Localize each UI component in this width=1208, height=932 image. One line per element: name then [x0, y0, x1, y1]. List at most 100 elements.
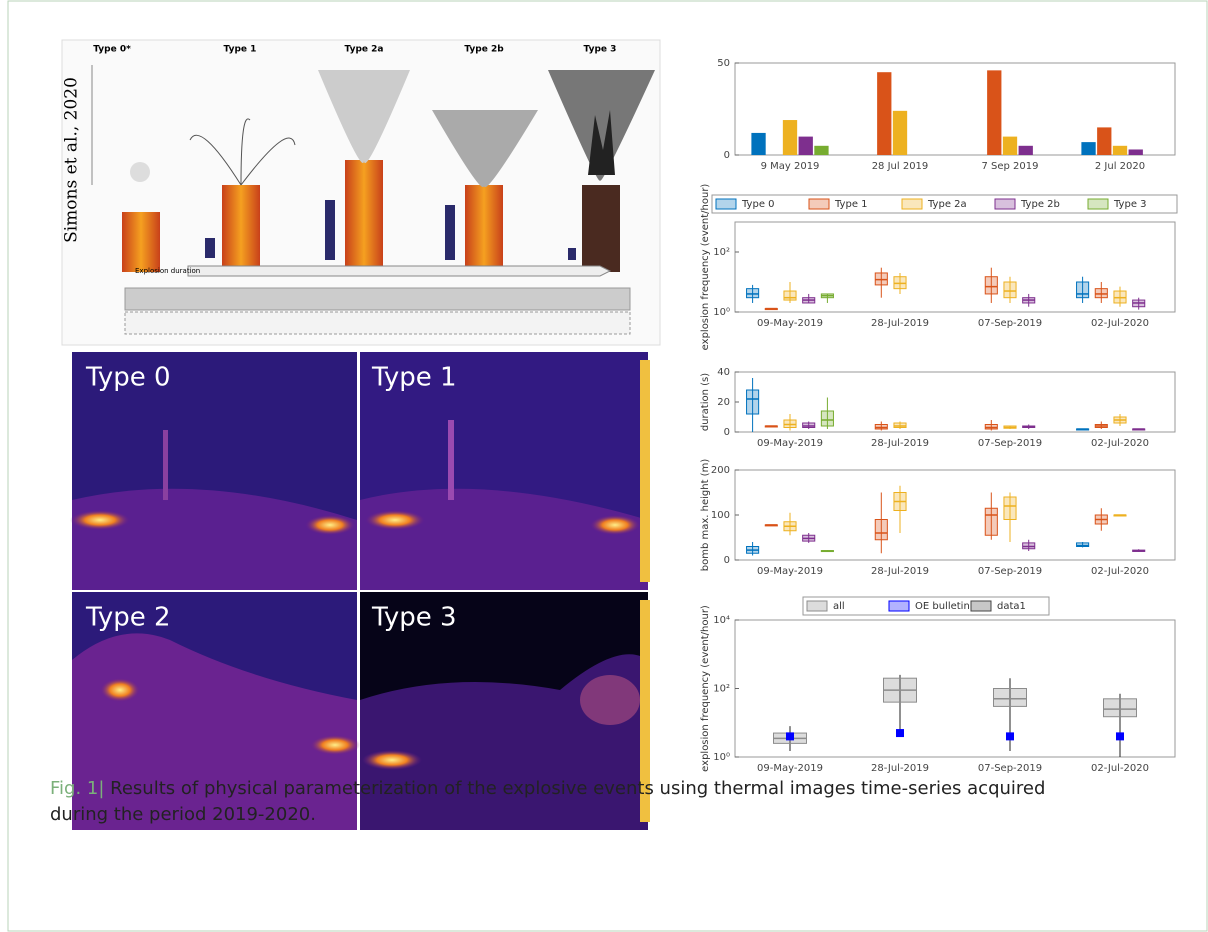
- scheme-type-label: Type 0*: [93, 45, 131, 55]
- x-tick-label: 02-Jul-2020: [1091, 566, 1149, 577]
- legend-swatch: [716, 199, 736, 209]
- y-axis-label: explosion frequency (event/hour): [700, 184, 711, 351]
- x-tick-label: 09-May-2019: [757, 318, 823, 329]
- thermal-label: Type 2: [85, 603, 171, 633]
- plot-frame: [735, 372, 1175, 432]
- x-tick-label: 07-Sep-2019: [978, 763, 1042, 774]
- x-tick-label: 28-Jul-2019: [871, 318, 929, 329]
- x-tick-label: 09-May-2019: [757, 438, 823, 449]
- box: [1077, 282, 1089, 298]
- box: [985, 277, 997, 294]
- y-tick-label: 20: [717, 397, 730, 408]
- x-tick-label: 2 Jul 2020: [1095, 161, 1145, 172]
- thermal-grid: [70, 352, 650, 830]
- thermal-label: Type 3: [371, 603, 457, 633]
- x-tick-label: 02-Jul-2020: [1091, 763, 1149, 774]
- y-tick-label: 0: [724, 555, 730, 566]
- scheme-type-label: Type 1: [224, 45, 257, 55]
- x-tick-label: 07-Sep-2019: [978, 566, 1042, 577]
- box: [1095, 289, 1107, 298]
- point: [896, 729, 904, 737]
- y-tick-label: 10⁰: [713, 307, 730, 318]
- x-tick-label: 28-Jul-2019: [871, 438, 929, 449]
- caption-label: Fig. 1|: [50, 778, 104, 799]
- scheme-axis-label: Explosion duration: [135, 267, 200, 275]
- y-axis-label: duration (s): [700, 373, 711, 431]
- x-tick-label: 28-Jul-2019: [871, 763, 929, 774]
- x-tick-label: 02-Jul-2020: [1091, 318, 1149, 329]
- box: [1004, 497, 1016, 520]
- legend-label: Type 1: [834, 199, 868, 210]
- bar: [1129, 149, 1143, 155]
- y-axis-label: explosion frequency (event/hour): [700, 605, 711, 772]
- point: [1006, 732, 1014, 740]
- box: [821, 411, 833, 426]
- thermal-label: Type 0: [85, 363, 171, 393]
- legend-swatch: [902, 199, 922, 209]
- bar: [783, 120, 797, 155]
- y-tick-label: 0: [724, 150, 730, 161]
- bar: [1113, 146, 1127, 155]
- point: [1116, 732, 1124, 740]
- bar: [893, 111, 907, 155]
- bar: [1003, 137, 1017, 155]
- x-tick-label: 28 Jul 2019: [872, 161, 929, 172]
- bar: [751, 133, 765, 155]
- y-tick-label: 10²: [713, 684, 730, 695]
- x-tick-label: 02-Jul-2020: [1091, 438, 1149, 449]
- bar: [987, 70, 1001, 155]
- x-tick-label: 7 Sep 2019: [981, 161, 1038, 172]
- x-tick-label: 09-May-2019: [757, 566, 823, 577]
- y-tick-label: 50: [717, 58, 730, 69]
- bar: [1019, 146, 1033, 155]
- legend-swatch: [1088, 199, 1108, 209]
- y-tick-label: 10⁴: [713, 615, 730, 626]
- legend-label: data1: [997, 601, 1026, 612]
- bar: [877, 72, 891, 155]
- scheme-credit: Simons et al., 2020: [62, 77, 82, 243]
- thermal-label: Type 1: [371, 363, 457, 393]
- y-tick-label: 10⁰: [713, 752, 730, 763]
- legend-swatch: [807, 601, 827, 611]
- box: [875, 520, 887, 540]
- legend-label: all: [833, 601, 845, 612]
- bar: [1081, 142, 1095, 155]
- bar: [814, 146, 828, 155]
- point: [786, 732, 794, 740]
- scheme-type-label: Type 2b: [464, 45, 504, 55]
- x-tick-label: 07-Sep-2019: [978, 438, 1042, 449]
- box: [1104, 699, 1137, 717]
- plot-frame: [735, 222, 1175, 312]
- box: [994, 689, 1027, 707]
- x-tick-label: 28-Jul-2019: [871, 566, 929, 577]
- y-tick-label: 200: [711, 465, 730, 476]
- bar: [799, 137, 813, 155]
- legend-label: OE bulletin: [915, 601, 970, 612]
- x-tick-label: 07-Sep-2019: [978, 318, 1042, 329]
- box: [784, 291, 796, 300]
- scheme-type-label: Type 3: [584, 45, 617, 55]
- y-tick-label: 10²: [713, 247, 730, 258]
- box: [985, 508, 997, 535]
- legend-label: Type 0: [741, 199, 775, 210]
- x-tick-label: 9 May 2019: [761, 161, 820, 172]
- caption: Fig. 1| Results of physical parameteriza…: [50, 776, 1050, 828]
- scheme-type-label: Type 2a: [345, 45, 384, 55]
- box: [1004, 282, 1016, 298]
- box: [747, 390, 759, 414]
- chart: 0 50 9 May 2019 28 Jul 2019 7 Sep 2019 2 Jul …: [717, 58, 1175, 172]
- legend-label: Type 2b: [1020, 199, 1060, 210]
- x-tick-label: 09-May-2019: [757, 763, 823, 774]
- legend-swatch: [995, 199, 1015, 209]
- y-axis-label: bomb max. height (m): [700, 459, 711, 572]
- bar: [1097, 127, 1111, 155]
- y-tick-label: 100: [711, 510, 730, 521]
- legend-swatch: [889, 601, 909, 611]
- legend-label: Type 3: [1113, 199, 1147, 210]
- plot-frame: [735, 470, 1175, 560]
- y-tick-label: 40: [717, 367, 730, 378]
- page: Type 0* Type 1 Type 2a Type 2b Type 3 Simons …: [0, 0, 1208, 932]
